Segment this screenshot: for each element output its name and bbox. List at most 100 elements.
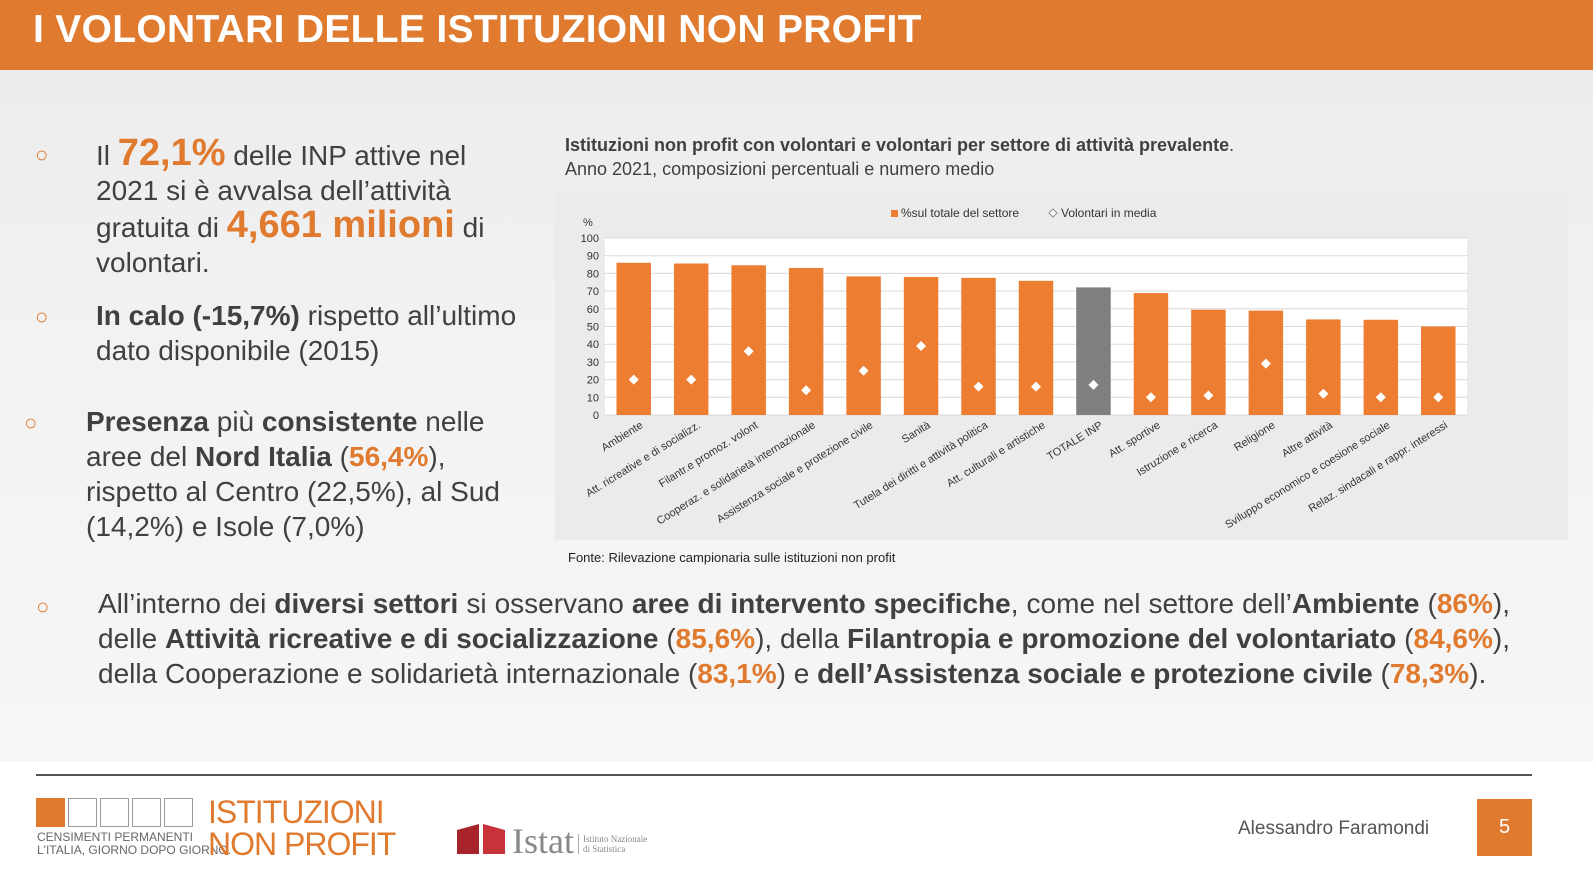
y-tick-label: 100 xyxy=(581,233,599,245)
bullet-text: rispetto all’ultimo dato disponibile (20… xyxy=(96,300,517,366)
census-building-icon xyxy=(164,798,193,827)
y-tick-label: 30 xyxy=(587,357,599,369)
bullet-text: delle INP attive nel 2021 si è avvalsa d… xyxy=(96,140,467,243)
y-tick-label: 0 xyxy=(593,410,599,422)
highlight-value: 56,4% xyxy=(349,441,429,472)
page-title: I VOLONTARI DELLE ISTITUZIONI NON PROFIT xyxy=(33,8,922,51)
category-label: Att. culturali e artistiche xyxy=(945,419,1048,489)
category-label: Altre attività xyxy=(1280,419,1336,460)
y-tick-label: 50 xyxy=(587,322,599,334)
bar xyxy=(731,265,766,415)
volunteer-marker xyxy=(686,374,697,385)
paragraph-text: ( xyxy=(1372,658,1390,689)
bullet-circle-icon: ○ xyxy=(35,142,49,167)
bullet-text: più xyxy=(208,406,262,437)
bullet-circle-icon: ○ xyxy=(36,594,50,619)
volunteer-marker xyxy=(1260,358,1271,369)
census-diamond-icon xyxy=(36,798,65,827)
header-bar: I VOLONTARI DELLE ISTITUZIONI NON PROFIT xyxy=(0,0,1593,70)
category-label: Filantr.e promoz. volont xyxy=(657,419,760,490)
bar xyxy=(1018,280,1054,415)
volunteer-marker xyxy=(916,340,927,351)
bullet-strong: In calo (-15,7%) xyxy=(96,300,300,331)
volunteer-marker xyxy=(801,385,812,396)
bullet-strong: Nord Italia xyxy=(194,441,332,472)
highlight-value: 78,3% xyxy=(1389,658,1470,689)
bar xyxy=(961,277,996,415)
bullet-text: ( xyxy=(331,441,349,472)
chart-title-period: . xyxy=(1229,135,1235,155)
page-number: 5 xyxy=(1477,799,1532,856)
istat-subtitle: Istituto Nazionale di Statistica xyxy=(578,834,647,854)
volunteer-marker xyxy=(743,346,754,357)
sector-summary-paragraph: All’interno dei diversi settori si osser… xyxy=(98,586,1510,691)
y-tick-label: 20 xyxy=(587,375,599,387)
highlight-value: 4,661 milioni xyxy=(226,204,455,246)
legend-label: Volontari in media xyxy=(1061,206,1157,220)
category-label: Sanità xyxy=(900,419,934,446)
highlight-value: 86% xyxy=(1436,588,1493,619)
volunteer-marker xyxy=(1433,392,1444,403)
paragraph-text: , come nel settore dell’ xyxy=(1010,588,1292,619)
paragraph-text: ), della xyxy=(755,623,847,654)
bullet-text: Il xyxy=(96,140,118,171)
category-label: Att. ricreative e di socializz. xyxy=(584,419,703,499)
chart-source: Fonte: Rilevazione campionaria sulle ist… xyxy=(568,550,896,565)
paragraph-text: ( xyxy=(1419,588,1437,619)
legend-swatch-bar xyxy=(891,210,898,217)
paragraph-text: ( xyxy=(658,623,676,654)
y-tick-label: 60 xyxy=(587,304,599,316)
y-tick-label: 40 xyxy=(587,339,599,351)
censimenti-line2: L'ITALIA, GIORNO DOPO GIORNO. xyxy=(37,843,232,857)
bullet-decline: ○ In calo (-15,7%) rispetto all’ultimo d… xyxy=(35,298,546,368)
bar xyxy=(616,262,651,415)
bullet-strong: Presenza xyxy=(86,406,209,437)
censimenti-caption: CENSIMENTI PERMANENTI L'ITALIA, GIORNO D… xyxy=(37,831,231,857)
istat-wordmark: Istat xyxy=(512,821,574,861)
bullet-text: di volontari. xyxy=(96,212,485,278)
paragraph-text: ). xyxy=(1469,658,1487,689)
y-tick-label: 10 xyxy=(587,392,599,404)
category-label: Att. sportive xyxy=(1107,419,1163,460)
category-label: TOTALE INP xyxy=(1045,419,1105,463)
bullet-active-inp: ○ Il 72,1% delle INP attive nel 2021 si … xyxy=(35,134,516,280)
paragraph-text: ( xyxy=(1396,623,1414,654)
chart-heading: Istituzioni non profit con volontari e v… xyxy=(565,133,1234,181)
volunteer-marker xyxy=(1031,381,1041,392)
bar xyxy=(1076,287,1111,415)
paragraph-strong: Ambiente xyxy=(1291,588,1420,619)
volunteer-marker xyxy=(1145,392,1156,403)
bullet-text: nelle aree del xyxy=(86,406,485,472)
bullet-north-italy: ○ Presenza più consistente nelle aree de… xyxy=(24,404,526,544)
paragraph-text: si osservano xyxy=(458,588,632,619)
footer-divider xyxy=(36,774,1532,776)
paragraph-text: ) e xyxy=(776,658,818,689)
censimenti-logo xyxy=(36,798,193,827)
volunteer-marker xyxy=(1375,392,1386,403)
y-axis-label: % xyxy=(583,217,593,229)
bar-chart: 0 10 20 30 40 50 60 70 80 90 100% %sul totale del s… xyxy=(581,206,1467,531)
volunteer-marker xyxy=(1203,390,1214,401)
legend-label: %sul totale del settore xyxy=(901,206,1019,220)
inp-logo-line1: ISTITUZIONI xyxy=(208,794,385,830)
highlight-value: 84,6% xyxy=(1413,623,1493,654)
istat-sub-line1: Istituto Nazionale xyxy=(583,834,648,844)
category-label: Religione xyxy=(1232,419,1277,453)
chart-subtitle: Anno 2021, composizioni percentuali e nu… xyxy=(565,159,995,179)
paragraph-text: All’interno dei xyxy=(98,588,275,619)
paragraph-strong: diversi settori xyxy=(274,588,459,619)
bullet-text: ), rispetto al Centro (22,5%), al Sud (1… xyxy=(86,441,500,542)
census-wheat-icon xyxy=(100,798,129,827)
bullet-circle-icon: ○ xyxy=(24,410,38,435)
volunteer-marker xyxy=(973,381,984,392)
bar xyxy=(1306,319,1341,415)
census-people-icon xyxy=(68,798,97,827)
bar xyxy=(673,263,709,415)
author-name: Alessandro Faramondi xyxy=(1238,818,1430,839)
category-label: Ambiente xyxy=(600,419,646,454)
paragraph-strong: dell’Assistenza sociale e protezione civ… xyxy=(817,658,1373,689)
bullet-circle-icon: ○ xyxy=(35,304,49,329)
highlight-value: 72,1% xyxy=(117,132,226,174)
chart-title: Istituzioni non profit con volontari e v… xyxy=(565,135,1230,155)
highlight-value: 83,1% xyxy=(697,658,777,689)
